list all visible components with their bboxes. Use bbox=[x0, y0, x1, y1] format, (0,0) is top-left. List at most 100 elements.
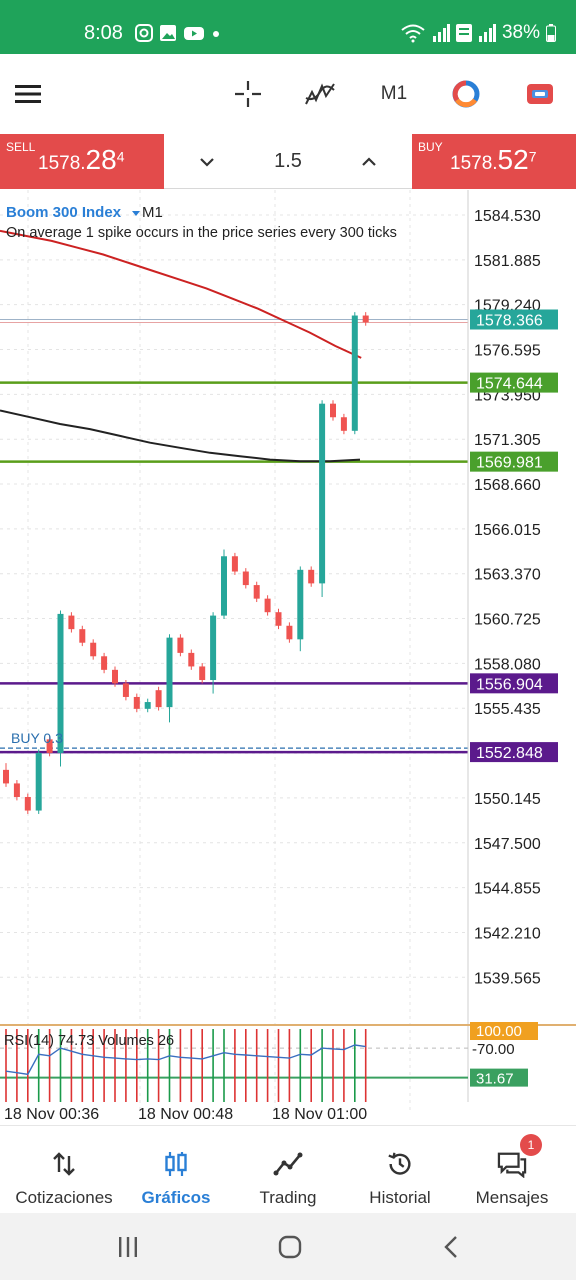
indicators-button[interactable] bbox=[302, 54, 338, 134]
price-chart[interactable]: 1584.5301581.8851579.2401576.5951573.950… bbox=[0, 190, 576, 1125]
buy-label: BUY bbox=[418, 140, 443, 154]
candle bbox=[177, 634, 184, 657]
level-tag-text: 1574.644 bbox=[476, 376, 543, 393]
candle-body bbox=[112, 669, 118, 684]
candle-body bbox=[177, 637, 184, 653]
nav-messages[interactable]: Mensajes 1 bbox=[462, 1126, 562, 1214]
price-tick-label: 1558.080 bbox=[474, 656, 541, 673]
lot-value[interactable]: 1.5 bbox=[274, 150, 302, 172]
candle bbox=[68, 612, 75, 633]
time-tick-label: 18 Nov 00:36 bbox=[4, 1106, 99, 1123]
candle bbox=[166, 634, 173, 723]
back-button[interactable] bbox=[424, 1213, 480, 1280]
sell-price-big: 28 bbox=[85, 144, 117, 175]
candle-body bbox=[308, 569, 315, 584]
rsi-line bbox=[5, 1044, 366, 1076]
battery-percent: 38% bbox=[501, 22, 540, 43]
messages-badge: 1 bbox=[520, 1134, 542, 1156]
symbol-name[interactable]: Boom 300 Index bbox=[6, 204, 122, 221]
nav-quotes[interactable]: Cotizaciones bbox=[0, 1126, 128, 1214]
timeframe-button[interactable]: M1 bbox=[374, 54, 414, 134]
timeframe-label: M1 bbox=[380, 83, 408, 104]
chart-area[interactable]: 1584.530 1581.885 1579.240 1576.595 1573.950… bbox=[0, 190, 576, 1125]
candle-body bbox=[79, 629, 86, 643]
colors-icon bbox=[452, 80, 480, 108]
candle-body bbox=[362, 315, 369, 323]
candle bbox=[242, 568, 249, 589]
rsi-level-text: 100.00 bbox=[476, 1023, 522, 1040]
candle-body bbox=[242, 571, 249, 586]
instagram-icon bbox=[135, 24, 153, 42]
price-tick-label: 1571.305 bbox=[474, 432, 541, 449]
candle-body bbox=[57, 613, 64, 753]
candle bbox=[24, 793, 31, 814]
chevron-down-icon bbox=[200, 158, 214, 167]
candle-body bbox=[221, 556, 227, 616]
candle-body bbox=[144, 702, 151, 709]
nav-trading[interactable]: Trading bbox=[236, 1126, 340, 1214]
candle-body bbox=[24, 796, 31, 811]
candle bbox=[133, 693, 140, 713]
candle bbox=[362, 312, 369, 326]
colors-button[interactable] bbox=[448, 54, 484, 134]
sell-label: SELL bbox=[6, 140, 36, 154]
level-tag bbox=[470, 742, 558, 763]
candle bbox=[297, 566, 304, 652]
one-click-trade-bar: SELL 1578.284 1.5 BUY 1578.527 bbox=[0, 134, 576, 189]
current-price-tag bbox=[470, 309, 558, 330]
candle-body bbox=[319, 403, 326, 584]
candle bbox=[46, 735, 53, 757]
nav-charts[interactable]: Gráficos bbox=[122, 1126, 230, 1214]
sell-button[interactable]: SELL 1578.284 bbox=[0, 134, 164, 189]
candle-body bbox=[166, 637, 173, 708]
price-tick-label: 1563.370 bbox=[474, 567, 541, 584]
price-tick-label: 1560.725 bbox=[474, 612, 541, 629]
candle bbox=[264, 595, 271, 616]
volte-icon bbox=[455, 24, 472, 42]
quotes-icon bbox=[53, 1152, 75, 1176]
rsi-level-tag bbox=[470, 1068, 528, 1087]
nav-messages-label: Mensajes bbox=[475, 1188, 549, 1207]
dot-icon bbox=[213, 31, 219, 37]
buy-button[interactable]: BUY 1578.527 bbox=[412, 134, 576, 189]
decrease-lot-button[interactable] bbox=[194, 149, 220, 175]
candle bbox=[155, 686, 162, 711]
candle-body bbox=[297, 569, 304, 640]
status-bar: 8:08 38% bbox=[0, 0, 576, 54]
candle bbox=[275, 608, 282, 630]
position-label[interactable]: BUY 0.3 bbox=[11, 730, 63, 746]
nav-quotes-label: Cotizaciones bbox=[15, 1188, 113, 1207]
price-tick-label: 1544.855 bbox=[474, 881, 541, 898]
recent-apps-button[interactable] bbox=[100, 1213, 156, 1280]
one-click-trade-button[interactable] bbox=[522, 54, 558, 134]
sell-price-sup: 4 bbox=[116, 148, 125, 165]
nav-history-label: Historial bbox=[369, 1188, 431, 1207]
nav-history[interactable]: Historial bbox=[348, 1126, 452, 1214]
candle-body bbox=[13, 783, 20, 797]
candle bbox=[340, 413, 347, 435]
candle bbox=[319, 400, 326, 597]
level-tag bbox=[470, 673, 558, 694]
indicators-icon bbox=[305, 83, 335, 105]
candle-body bbox=[133, 696, 140, 709]
candle bbox=[144, 698, 151, 713]
level-tag bbox=[470, 451, 558, 472]
crosshair-button[interactable] bbox=[230, 54, 266, 134]
symbol-dropdown-icon[interactable] bbox=[132, 211, 140, 216]
increase-lot-button[interactable] bbox=[356, 149, 382, 175]
candle bbox=[188, 649, 195, 670]
indicator-label: RSI(14) 74.73 Volumes 26 bbox=[4, 1033, 174, 1049]
candle bbox=[112, 666, 118, 687]
price-tick-label: 1542.210 bbox=[474, 925, 541, 942]
candle bbox=[90, 639, 97, 660]
home-button[interactable] bbox=[262, 1213, 318, 1280]
sell-price: 1578.284 bbox=[38, 144, 125, 176]
candle-body bbox=[101, 656, 108, 670]
battery-icon bbox=[546, 24, 556, 42]
candle bbox=[210, 612, 217, 694]
menu-button[interactable] bbox=[10, 54, 46, 134]
symbol-description: On average 1 spike occurs in the price s… bbox=[6, 225, 397, 241]
nav-charts-label: Gráficos bbox=[141, 1188, 211, 1207]
candle bbox=[330, 400, 336, 421]
signal-icon bbox=[432, 24, 450, 42]
